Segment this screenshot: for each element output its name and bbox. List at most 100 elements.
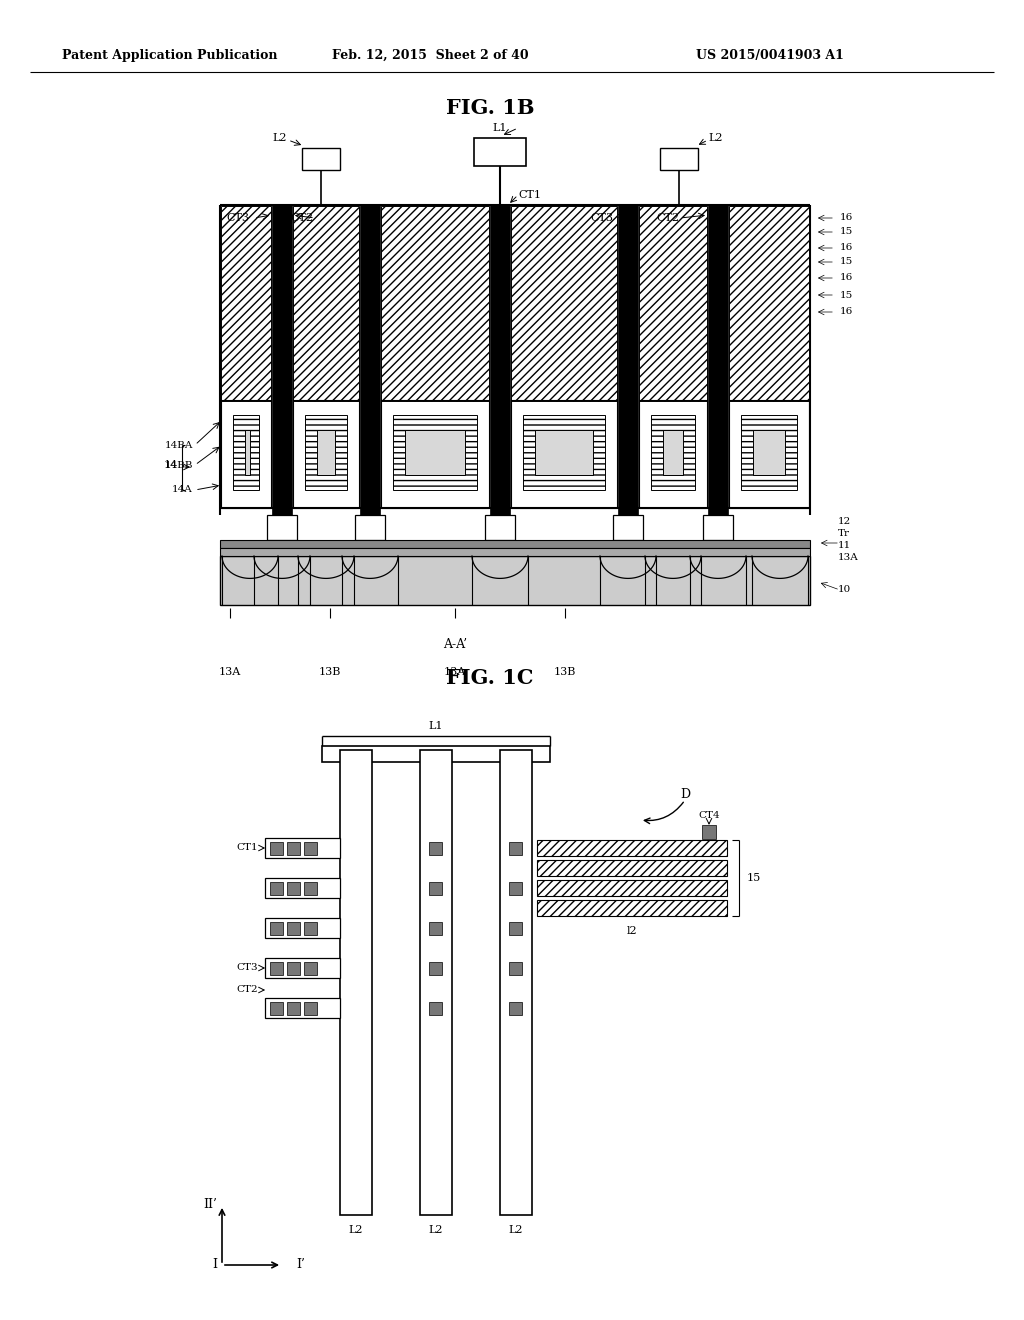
Bar (304, 842, 317, 855)
Text: 14BA: 14BA (165, 441, 193, 450)
Bar (293, 400, 359, 508)
Text: 16: 16 (840, 273, 853, 282)
Text: CT3: CT3 (226, 213, 250, 223)
Bar (537, 861, 727, 876)
Text: L1: L1 (429, 721, 443, 731)
Bar (265, 838, 340, 858)
Bar (381, 400, 489, 508)
Bar (474, 139, 526, 166)
Text: 13B: 13B (554, 667, 577, 677)
Bar (233, 414, 259, 490)
Bar (703, 515, 733, 540)
Text: 15: 15 (840, 290, 853, 300)
Bar (304, 921, 317, 935)
Text: 15: 15 (840, 257, 853, 267)
Text: CT3: CT3 (591, 213, 613, 223)
Bar (317, 430, 335, 475)
Bar (270, 842, 283, 855)
Bar (360, 205, 380, 515)
Text: 14: 14 (164, 459, 178, 470)
Bar (270, 921, 283, 935)
Bar (305, 414, 347, 490)
Bar (221, 206, 271, 401)
Bar (537, 900, 727, 916)
Text: L2: L2 (429, 1225, 443, 1236)
Bar (267, 515, 297, 540)
Text: 11: 11 (838, 541, 851, 550)
Bar (265, 917, 340, 939)
Bar (708, 205, 728, 515)
Bar (523, 414, 605, 490)
Text: CT2: CT2 (237, 986, 258, 994)
Text: I’: I’ (296, 1258, 305, 1271)
Bar (485, 515, 515, 540)
Text: L2: L2 (709, 133, 723, 143)
Bar (500, 750, 532, 1214)
Bar (537, 880, 727, 896)
Bar (304, 1002, 317, 1015)
Bar (287, 882, 300, 895)
Text: 10: 10 (838, 586, 851, 594)
Bar (509, 962, 522, 975)
Text: CT4: CT4 (698, 810, 720, 820)
Text: D: D (680, 788, 690, 801)
Bar (287, 842, 300, 855)
Bar (270, 882, 283, 895)
Bar (220, 540, 810, 548)
Text: L2: L2 (349, 1225, 364, 1236)
Bar (741, 414, 797, 490)
Text: CT2: CT2 (291, 213, 313, 223)
Bar (429, 1002, 442, 1015)
Text: L1: L1 (493, 123, 507, 133)
Text: L2: L2 (272, 133, 288, 143)
Bar (304, 882, 317, 895)
Text: 13A: 13A (838, 553, 859, 562)
Bar (509, 842, 522, 855)
Bar (509, 882, 522, 895)
Bar (429, 842, 442, 855)
Bar (245, 430, 250, 475)
Text: Patent Application Publication: Patent Application Publication (62, 49, 278, 62)
Bar (220, 556, 810, 605)
Bar (511, 206, 617, 401)
Bar (702, 825, 716, 840)
Text: 16: 16 (840, 308, 853, 317)
Bar (753, 430, 785, 475)
Bar (639, 400, 707, 508)
Bar (535, 430, 593, 475)
Text: Feb. 12, 2015  Sheet 2 of 40: Feb. 12, 2015 Sheet 2 of 40 (332, 49, 528, 62)
Bar (651, 414, 695, 490)
Bar (660, 148, 698, 170)
Text: 15: 15 (746, 873, 761, 883)
Text: l2: l2 (627, 927, 637, 936)
Bar (287, 921, 300, 935)
Bar (613, 515, 643, 540)
Text: 13A: 13A (219, 667, 241, 677)
Bar (221, 400, 271, 508)
Bar (270, 1002, 283, 1015)
Bar (393, 414, 477, 490)
Bar (270, 962, 283, 975)
Bar (663, 430, 683, 475)
Bar (729, 400, 809, 508)
Text: CT2: CT2 (656, 213, 680, 223)
Bar (729, 206, 809, 401)
Text: CT1: CT1 (518, 190, 542, 201)
Bar (265, 998, 340, 1018)
Bar (537, 840, 727, 855)
Bar (490, 205, 510, 515)
Text: FIG. 1B: FIG. 1B (445, 98, 535, 117)
Bar (287, 962, 300, 975)
Text: 13B: 13B (318, 667, 341, 677)
Bar (429, 882, 442, 895)
Bar (293, 206, 359, 401)
Bar (406, 430, 465, 475)
Text: CT3: CT3 (237, 964, 258, 973)
Text: 13A: 13A (443, 667, 466, 677)
Bar (639, 206, 707, 401)
Bar (429, 962, 442, 975)
Text: I: I (212, 1258, 217, 1271)
Bar (287, 1002, 300, 1015)
Bar (618, 205, 638, 515)
Text: 14A: 14A (172, 486, 193, 495)
